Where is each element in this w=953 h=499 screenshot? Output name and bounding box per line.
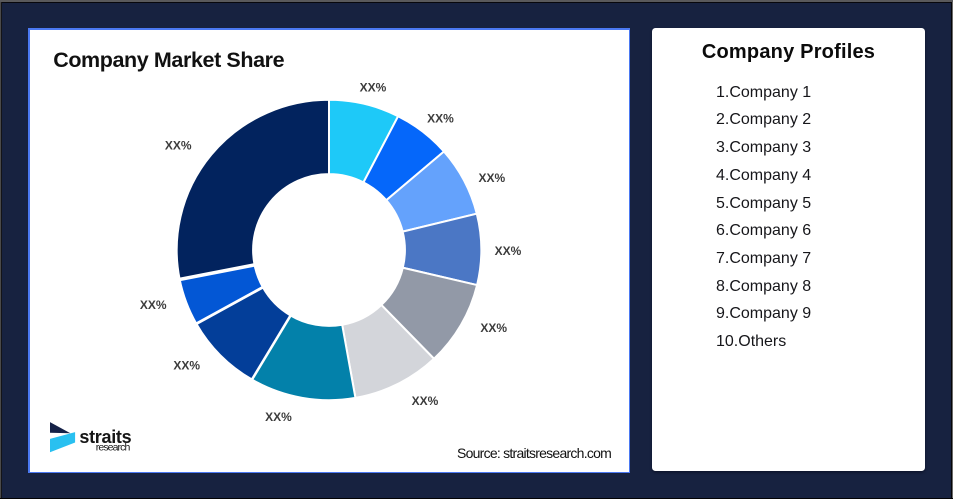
svg-text:XX%: XX% [173, 359, 200, 373]
svg-text:straits: straits [79, 427, 131, 447]
svg-text:XX%: XX% [165, 139, 192, 153]
svg-text:research: research [96, 442, 131, 454]
svg-text:XX%: XX% [480, 321, 507, 335]
svg-text:XX%: XX% [412, 394, 439, 408]
svg-text:XX%: XX% [478, 171, 505, 185]
svg-text:XX%: XX% [427, 111, 454, 125]
svg-text:XX%: XX% [140, 298, 167, 312]
svg-text:XX%: XX% [495, 244, 522, 258]
svg-text:XX%: XX% [360, 80, 387, 94]
svg-text:XX%: XX% [265, 410, 292, 424]
